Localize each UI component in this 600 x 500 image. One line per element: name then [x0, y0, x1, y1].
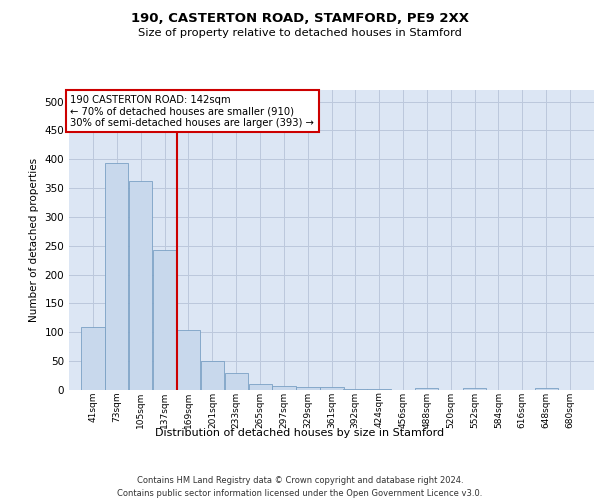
Text: 190, CASTERTON ROAD, STAMFORD, PE9 2XX: 190, CASTERTON ROAD, STAMFORD, PE9 2XX: [131, 12, 469, 26]
Bar: [81, 326, 104, 390]
Bar: [105, 164, 128, 390]
Bar: [177, 330, 200, 390]
Y-axis label: Number of detached properties: Number of detached properties: [29, 158, 39, 322]
Text: 190 CASTERTON ROAD: 142sqm
← 70% of detached houses are smaller (910)
30% of sem: 190 CASTERTON ROAD: 142sqm ← 70% of deta…: [70, 94, 314, 128]
Bar: [129, 181, 152, 390]
Text: Size of property relative to detached houses in Stamford: Size of property relative to detached ho…: [138, 28, 462, 38]
Text: Distribution of detached houses by size in Stamford: Distribution of detached houses by size …: [155, 428, 445, 438]
Bar: [153, 250, 176, 390]
Bar: [201, 361, 224, 390]
Bar: [224, 372, 248, 390]
Text: Contains HM Land Registry data © Crown copyright and database right 2024.
Contai: Contains HM Land Registry data © Crown c…: [118, 476, 482, 498]
Bar: [248, 384, 272, 390]
Bar: [535, 388, 558, 390]
Bar: [415, 388, 439, 390]
Bar: [320, 386, 344, 390]
Bar: [463, 388, 486, 390]
Bar: [296, 387, 320, 390]
Bar: [272, 386, 296, 390]
